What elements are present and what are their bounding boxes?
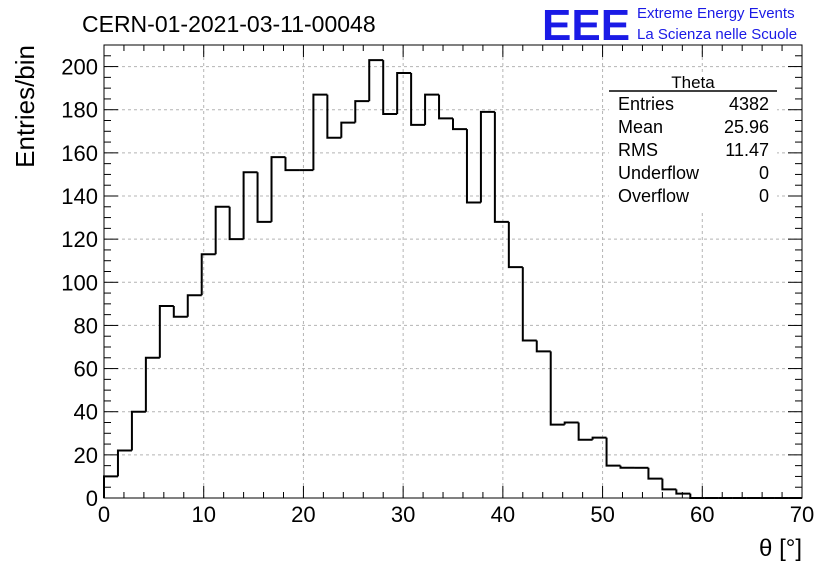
- histogram-bin: [410, 73, 426, 126]
- histogram-bin: [214, 205, 230, 255]
- histogram-bin: [549, 351, 565, 426]
- chart-title: CERN-01-2021-03-11-00048: [82, 11, 376, 37]
- x-tick-label: 30: [391, 502, 415, 527]
- histogram-bin: [158, 305, 174, 358]
- histogram-bin: [452, 118, 467, 131]
- x-tick-label: 60: [690, 502, 714, 527]
- stats-row-value: 11.47: [725, 140, 769, 160]
- y-tick-label: 0: [86, 486, 98, 511]
- histogram-bin: [200, 253, 216, 296]
- y-tick-label: 80: [74, 313, 98, 338]
- histogram-bin: [256, 172, 272, 223]
- y-tick-label: 20: [74, 443, 98, 468]
- histogram-bin: [619, 465, 635, 469]
- histogram-bin: [661, 478, 677, 491]
- histogram-bin: [438, 94, 453, 120]
- stats-row-label: Mean: [618, 117, 663, 137]
- stats-title: Theta: [671, 73, 715, 92]
- stats-row-label: Overflow: [618, 186, 690, 206]
- histogram-bin: [144, 356, 160, 412]
- tick-label-layer: 0 10 20 30 40 50 60 70 0 20 40 60 80 100 120 140 160 180 2…: [61, 55, 814, 527]
- histogram-bin: [396, 72, 412, 115]
- stats-box-bg: [609, 72, 777, 211]
- histogram-bin: [535, 340, 551, 353]
- y-tick-label: 140: [61, 184, 98, 209]
- stats-row-label: Underflow: [618, 163, 700, 183]
- histogram-bin: [493, 111, 509, 223]
- stats-row-label: Entries: [618, 94, 674, 114]
- histogram-bin: [186, 294, 202, 317]
- histogram-bin: [312, 93, 328, 171]
- x-axis-label: θ [°]: [759, 535, 802, 562]
- stats-rows: Entries 4382 Mean 25.96 RMS 11.47 Underflow 0 Ov…: [618, 94, 769, 206]
- histogram-bin: [465, 129, 481, 204]
- histogram-bin: [228, 206, 244, 241]
- y-tick-label: 60: [74, 357, 98, 382]
- y-tick-label: 40: [74, 400, 98, 425]
- histogram-bin: [507, 221, 523, 269]
- eee-tagline-1: Extreme Energy Events: [637, 5, 795, 22]
- eee-logo-text: EEE: [542, 1, 630, 50]
- eee-tagline-2: La Scienza nelle Scuole: [637, 26, 797, 43]
- y-axis-label: Entries/bin: [10, 45, 40, 168]
- histogram-bin: [340, 121, 356, 138]
- histogram-bin: [242, 171, 258, 240]
- histogram-bin: [382, 60, 398, 116]
- stats-row-value: 0: [759, 163, 769, 183]
- histogram-bin: [130, 410, 146, 451]
- x-tick-label: 10: [191, 502, 215, 527]
- y-tick-label: 200: [61, 55, 98, 80]
- x-tick-label: 40: [491, 502, 515, 527]
- histogram-layer: [103, 59, 802, 499]
- grid-layer: [104, 45, 802, 498]
- histogram-bin: [326, 94, 342, 139]
- histogram-bin: [577, 422, 593, 441]
- stats-row-value: 0: [759, 186, 769, 206]
- stats-row-value: 4382: [729, 94, 769, 114]
- tick-layer: [103, 44, 803, 499]
- histogram-bin: [591, 436, 607, 440]
- stats-box: Theta Entries 4382 Mean 25.96 RMS 11.47 Underf…: [609, 72, 777, 211]
- x-tick-label: 50: [590, 502, 614, 527]
- histogram-bin: [479, 110, 495, 203]
- histogram-bin: [172, 306, 188, 318]
- x-tick-label: 20: [291, 502, 315, 527]
- x-tick-label: 70: [790, 502, 814, 527]
- histogram-bin: [521, 267, 537, 342]
- x-tick-label: 0: [98, 502, 110, 527]
- y-tick-label: 100: [61, 270, 98, 295]
- y-tick-label: 180: [61, 98, 98, 123]
- histogram-bin: [270, 156, 286, 222]
- y-tick-label: 160: [61, 141, 98, 166]
- stats-row-label: RMS: [618, 140, 658, 160]
- stats-row-value: 25.96: [724, 117, 769, 137]
- histogram-bin: [424, 93, 440, 125]
- histogram-bin: [563, 421, 579, 425]
- histogram-bin: [354, 100, 370, 123]
- histogram-bin: [647, 467, 663, 480]
- histogram-bin: [368, 59, 384, 102]
- y-tick-label: 120: [61, 227, 98, 252]
- eee-logo: EEE Extreme Energy Events La Scienza nel…: [542, 1, 797, 50]
- histogram-bin: [605, 437, 621, 467]
- histogram-bin: [284, 157, 300, 172]
- histogram-bin: [116, 449, 132, 477]
- histogram-bin: [675, 489, 691, 495]
